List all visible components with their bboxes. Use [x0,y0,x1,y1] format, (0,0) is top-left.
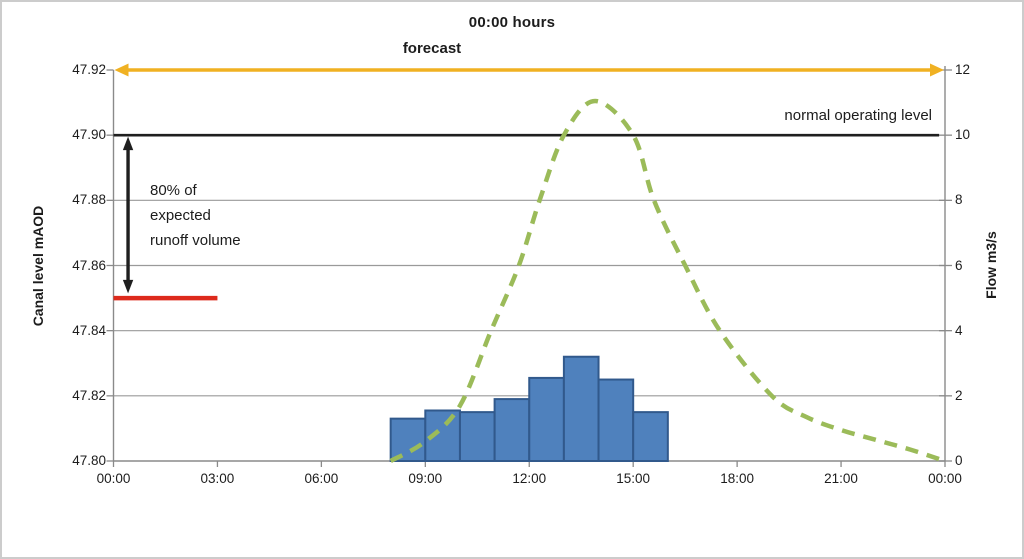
x-tick-label: 12:00 [512,471,547,486]
forecast-label: forecast [402,40,462,57]
y-tick-label: 6 [955,257,963,273]
x-tick-label: 00:00 [96,471,131,486]
y-tick-label: 47.86 [72,257,106,273]
y-tick-label: 47.90 [72,127,106,143]
x-tick-label: 18:00 [720,471,755,486]
y-tick-label: 47.84 [72,322,106,338]
y-tick-label: 10 [955,127,971,143]
y-tick-label: 47.88 [72,192,106,208]
y-tick-label: 2 [955,387,963,403]
runoff-volume-arrow-head-down [122,279,134,294]
rainfall-bar [389,417,427,462]
chart-title: 00:00 hours [468,14,556,31]
x-tick-label: 00:00 [928,471,962,486]
x-tick-label: 15:00 [616,471,651,486]
rainfall-bar [632,411,669,462]
runoff-volume-note: 80% of expected runoff volume [150,178,290,253]
runoff-note-line-2: expected [150,207,211,224]
y-tick-label: 47.82 [72,387,106,403]
forecast-arrow-head-left [114,63,129,77]
rainfall-bar [528,376,565,463]
rainfall-bar [597,378,635,462]
forecast-arrow-head-right [930,63,944,77]
rainfall-bar [458,411,496,462]
x-tick-label: 03:00 [200,471,235,486]
rainfall-bar [493,398,531,463]
y-tick-label: 47.80 [72,453,106,468]
normal-operating-level-label: normal operating level [784,107,932,124]
legend: Set point Modelled run-off to canal Fore… [2,507,1022,557]
runoff-note-line-1: 80% of [150,182,197,199]
runoff-note-line-3: runoff volume [150,232,241,249]
runoff-volume-arrow-head-up [122,136,134,151]
y-tick-label: 4 [955,322,963,338]
x-tick-label: 09:00 [408,471,443,486]
y-tick-label: 8 [955,192,963,208]
runoff-curve [389,98,946,464]
rainfall-bar [562,355,600,463]
x-tick-label: 06:00 [304,471,339,486]
y-tick-label: 47.92 [72,62,106,77]
y-tick-label: 0 [955,453,963,468]
x-tick-label: 21:00 [824,471,858,486]
y-tick-label: 12 [955,62,971,77]
